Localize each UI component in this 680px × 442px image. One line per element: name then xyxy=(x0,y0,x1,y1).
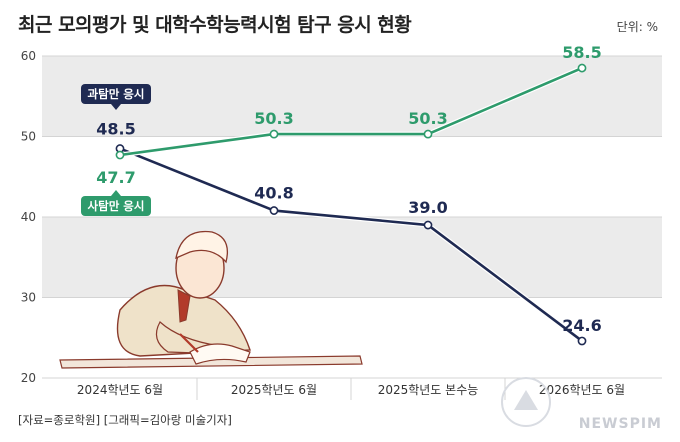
band-1 xyxy=(42,217,662,298)
student-illustration xyxy=(59,230,363,369)
watermark-text: NEWSPIM xyxy=(578,416,662,432)
y-axis-ticks: 20 30 40 50 60 xyxy=(21,49,36,385)
source-credit: [자료=종로학원] [그래픽=김아랑 미술기자] xyxy=(18,413,232,427)
legend-label: 과탐만 응시 xyxy=(88,87,145,101)
x-axis-ticks: 2024학년도 6월 2025학년도 6월 2025학년도 본수능 2026학년도 6… xyxy=(77,378,625,400)
data-label: 48.5 xyxy=(96,120,135,139)
point-labels: 48.5 40.8 39.0 24.6 47.7 50.3 50.3 58.5 xyxy=(96,43,601,335)
data-label: 39.0 xyxy=(408,198,447,217)
series-line xyxy=(119,147,583,343)
data-label: 40.8 xyxy=(254,184,293,203)
legend-badge xyxy=(81,196,151,216)
data-point xyxy=(423,129,433,139)
x-tick-label: 2025학년도 본수능 xyxy=(378,383,479,397)
chart-title: 최근 모의평가 및 대학수학능력시험 탐구 응시 현황 xyxy=(18,14,412,36)
y-tick-label: 60 xyxy=(21,49,36,63)
data-point xyxy=(577,63,587,73)
legend-pointer xyxy=(111,190,121,196)
legend-pointer xyxy=(111,104,121,110)
x-tick-label: 2026학년도 6월 xyxy=(539,383,625,397)
data-label: 47.7 xyxy=(96,168,135,187)
data-point xyxy=(115,150,125,160)
series-line xyxy=(119,66,583,157)
y-tick-label: 50 xyxy=(21,130,36,144)
legend-label: 사탐만 응시 xyxy=(88,199,145,213)
data-label: 24.6 xyxy=(562,316,601,335)
y-tick-label: 40 xyxy=(21,210,36,224)
unit-label: 단위: % xyxy=(616,20,658,34)
data-point xyxy=(269,206,279,215)
data-label: 50.3 xyxy=(254,109,293,128)
data-point xyxy=(423,220,433,230)
series-social xyxy=(115,63,587,160)
data-point xyxy=(269,129,279,139)
data-label: 50.3 xyxy=(408,109,447,128)
data-point xyxy=(577,336,587,346)
series-science xyxy=(115,144,587,346)
data-label: 58.5 xyxy=(562,43,601,62)
y-tick-label: 30 xyxy=(21,291,36,305)
legend-badge xyxy=(81,84,151,104)
x-tick-label: 2025학년도 6월 xyxy=(231,383,317,397)
newspim-watermark: NEWSPIM xyxy=(498,374,668,434)
x-tick-label: 2024학년도 6월 xyxy=(77,383,163,397)
y-tick-label: 20 xyxy=(21,371,36,385)
